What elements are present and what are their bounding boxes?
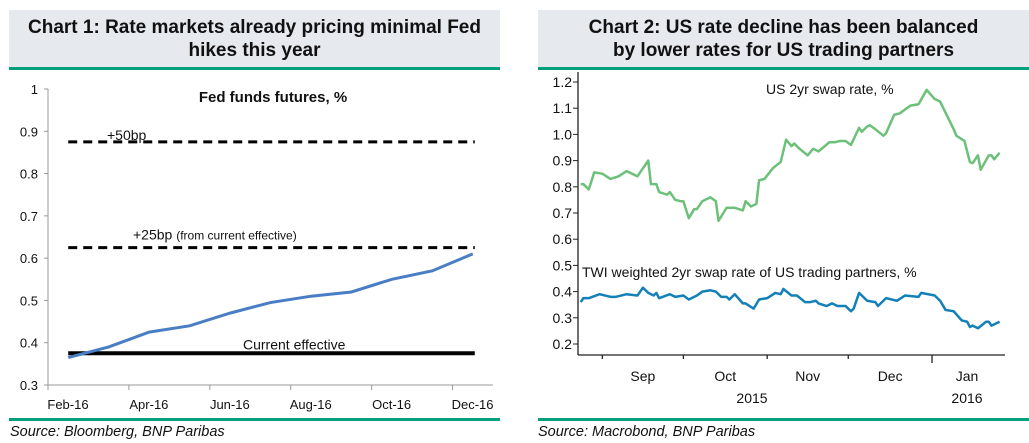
chart2-y-tick-label: 1.1	[553, 100, 573, 116]
chart1-reference-label: +25bp (from current effective)	[133, 227, 297, 243]
chart2-y-tick-label: 0.6	[553, 231, 573, 247]
chart2-y-tick-label: 0.4	[553, 284, 573, 300]
chart1-x-tick-label: Feb-16	[47, 397, 88, 412]
chart2-title: Chart 2: US rate decline has been balanc…	[538, 10, 1029, 70]
chart2-y-tick-label: 0.9	[553, 153, 573, 169]
chart1-y-tick-label: 0.4	[20, 336, 38, 351]
chart1-x-tick-label: Aug-16	[290, 397, 332, 412]
chart2-y-tick-label: 0.5	[553, 257, 573, 273]
chart1-source: Source: Bloomberg, BNP Paribas	[10, 424, 225, 440]
chart2-y-tick-label: 0.3	[553, 310, 573, 326]
chart2-x-month-label: Nov	[795, 368, 820, 384]
chart2-us-series-label: US 2yr swap rate, %	[766, 81, 894, 97]
chart2-x-year-label: 2016	[951, 390, 982, 406]
chart1-title: Chart 1: Rate markets already pricing mi…	[9, 10, 500, 70]
chart2-y-tick-label: 0.2	[553, 336, 573, 352]
chart2-y-tick-label: 1.0	[553, 126, 573, 142]
chart1-footer-rule	[9, 418, 500, 421]
chart1-reference-note: (from current effective)	[176, 229, 296, 243]
chart1-y-tick-label: 0.9	[20, 124, 38, 139]
chart2-footer-rule	[538, 418, 1029, 421]
chart1-x-tick-label: Jun-16	[210, 397, 250, 412]
chart2-x-month-label: Sep	[630, 368, 655, 384]
chart2-x-month-label: Oct	[714, 368, 736, 384]
chart1-reference-label: +50bp	[107, 127, 147, 143]
chart2-y-tick-label: 0.8	[553, 179, 573, 195]
chart2-twi-series-label: TWI weighted 2yr swap rate of US trading…	[582, 264, 917, 280]
chart2-title-text: Chart 2: US rate decline has been balanc…	[588, 16, 979, 61]
chart1-subtitle: Fed funds futures, %	[199, 89, 347, 106]
chart1-y-tick-label: 0.7	[20, 209, 38, 224]
chart1-y-tick-label: 0.3	[20, 378, 38, 393]
chart2-y-tick-label: 1.2	[553, 74, 573, 90]
chart2-source: Source: Macrobond, BNP Paribas	[538, 424, 756, 440]
chart1-reference-label: Current effective	[243, 336, 346, 352]
chart1-y-tick-label: 1	[31, 82, 38, 97]
chart2-x-month-label: Dec	[878, 368, 903, 384]
chart2-y-tick-label: 0.7	[553, 205, 573, 221]
chart2-us-swap-line	[580, 88, 1001, 223]
chart2-twi-swap-line	[579, 286, 1001, 330]
chart1-y-tick-label: 0.6	[20, 251, 38, 266]
chart1-title-text: Chart 1: Rate markets already pricing mi…	[28, 16, 481, 61]
chart1-y-tick-label: 0.8	[20, 167, 38, 182]
chart2-x-month-label: Jan	[956, 368, 979, 384]
chart1-x-tick-label: Oct-16	[372, 397, 411, 412]
chart1-x-tick-label: Apr-16	[129, 397, 168, 412]
chart1-x-tick-label: Dec-16	[452, 397, 494, 412]
chart1-y-tick-label: 0.5	[20, 293, 38, 308]
chart2-x-year-label: 2015	[736, 390, 767, 406]
